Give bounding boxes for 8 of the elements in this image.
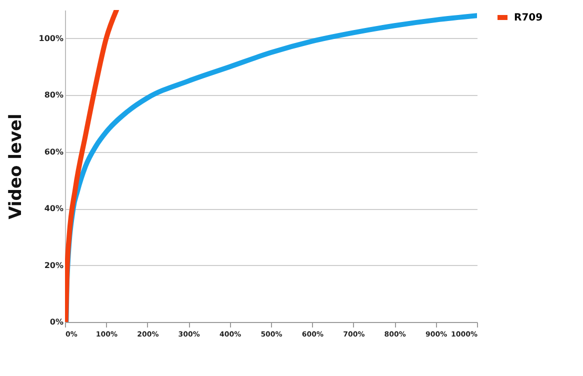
- y-tick-label: 20%: [44, 260, 64, 270]
- y-tick-label: 60%: [44, 147, 64, 156]
- y-tick-label: 0%: [50, 318, 64, 326]
- legend-label: R709: [514, 12, 543, 24]
- y-axis-title: Video level: [6, 114, 26, 220]
- y-tick-label: 100%: [38, 34, 64, 43]
- y-tick-label: 40%: [44, 204, 64, 214]
- y-tick-label: 80%: [44, 90, 64, 100]
